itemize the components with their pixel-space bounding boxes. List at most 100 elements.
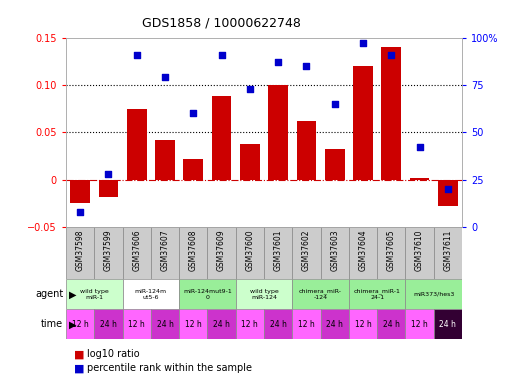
Bar [70, 180, 90, 203]
Text: GSM37606: GSM37606 [132, 230, 141, 271]
Bar [240, 144, 260, 180]
Bar [297, 121, 316, 180]
Bar [349, 279, 406, 309]
Text: chimera_miR-
-124: chimera_miR- -124 [299, 289, 342, 300]
Bar [151, 227, 179, 279]
Text: GSM37598: GSM37598 [76, 230, 84, 271]
Text: time: time [41, 320, 63, 329]
Bar [349, 227, 377, 279]
Bar [155, 140, 175, 180]
Bar [212, 96, 231, 180]
Bar [183, 159, 203, 180]
Bar [406, 227, 433, 279]
Bar [264, 227, 293, 279]
Text: GSM37608: GSM37608 [189, 230, 198, 271]
Text: GSM37604: GSM37604 [359, 230, 367, 271]
Text: wild type
miR-124: wild type miR-124 [250, 289, 278, 300]
Text: GSM37599: GSM37599 [104, 230, 113, 271]
Text: 24 h: 24 h [100, 320, 117, 329]
Text: 12 h: 12 h [298, 320, 315, 329]
Text: 24 h: 24 h [213, 320, 230, 329]
Text: 24 h: 24 h [326, 320, 343, 329]
Text: ■: ■ [74, 350, 84, 359]
Bar [208, 227, 235, 279]
Bar [377, 309, 406, 339]
Text: 24 h: 24 h [383, 320, 400, 329]
Bar [66, 227, 95, 279]
Text: chimera_miR-1
24-1: chimera_miR-1 24-1 [354, 289, 401, 300]
Bar [179, 309, 208, 339]
Bar [320, 309, 349, 339]
Point [189, 110, 197, 116]
Text: log10 ratio: log10 ratio [87, 350, 140, 359]
Text: 12 h: 12 h [241, 320, 258, 329]
Bar [410, 178, 429, 180]
Text: GSM37600: GSM37600 [246, 230, 254, 271]
Text: 24 h: 24 h [439, 320, 456, 329]
Bar [406, 309, 433, 339]
Text: percentile rank within the sample: percentile rank within the sample [87, 363, 252, 373]
Bar [122, 309, 151, 339]
Text: GSM37611: GSM37611 [444, 230, 452, 271]
Text: GSM37603: GSM37603 [330, 230, 339, 271]
Bar [325, 149, 345, 180]
Bar [66, 279, 122, 309]
Point [274, 59, 282, 65]
Text: GSM37609: GSM37609 [217, 230, 226, 271]
Bar [381, 47, 401, 180]
Bar [235, 227, 264, 279]
Text: agent: agent [35, 290, 63, 299]
Bar [377, 227, 406, 279]
Bar [179, 279, 235, 309]
Text: 24 h: 24 h [157, 320, 173, 329]
Text: miR-124m
ut5-6: miR-124m ut5-6 [135, 289, 167, 300]
Bar [95, 309, 122, 339]
Point [104, 171, 112, 177]
Point [218, 51, 226, 57]
Bar [127, 108, 147, 180]
Bar [268, 85, 288, 180]
Text: 12 h: 12 h [72, 320, 89, 329]
Bar [99, 180, 118, 196]
Bar [264, 309, 293, 339]
Point [302, 63, 310, 69]
Bar [208, 309, 235, 339]
Text: 12 h: 12 h [411, 320, 428, 329]
Bar [293, 309, 320, 339]
Text: GSM37610: GSM37610 [415, 230, 424, 271]
Text: GDS1858 / 10000622748: GDS1858 / 10000622748 [143, 17, 301, 30]
Bar [95, 227, 122, 279]
Text: ■: ■ [74, 363, 84, 373]
Bar [320, 227, 349, 279]
Point [331, 101, 339, 107]
Text: GSM37601: GSM37601 [274, 230, 282, 271]
Text: GSM37607: GSM37607 [161, 230, 169, 271]
Bar [433, 309, 462, 339]
Bar [235, 279, 293, 309]
Text: GSM37605: GSM37605 [387, 230, 396, 271]
Text: 12 h: 12 h [185, 320, 202, 329]
Bar [66, 309, 95, 339]
Point [416, 144, 424, 150]
Bar [122, 227, 151, 279]
Point [359, 40, 367, 46]
Point [387, 51, 395, 57]
Point [76, 209, 84, 215]
Bar [179, 227, 208, 279]
Text: wild type
miR-1: wild type miR-1 [80, 289, 109, 300]
Text: miR373/hes3: miR373/hes3 [413, 292, 455, 297]
Point [133, 51, 141, 57]
Text: miR-124mut9-1
0: miR-124mut9-1 0 [183, 289, 232, 300]
Text: 12 h: 12 h [355, 320, 371, 329]
Bar [349, 309, 377, 339]
Bar [353, 66, 373, 180]
Text: ▶: ▶ [69, 290, 76, 299]
Text: 24 h: 24 h [270, 320, 287, 329]
Bar [433, 227, 462, 279]
Bar [293, 227, 320, 279]
Point [444, 186, 452, 192]
Point [161, 74, 169, 80]
Bar [235, 309, 264, 339]
Bar [122, 279, 179, 309]
Text: 12 h: 12 h [128, 320, 145, 329]
